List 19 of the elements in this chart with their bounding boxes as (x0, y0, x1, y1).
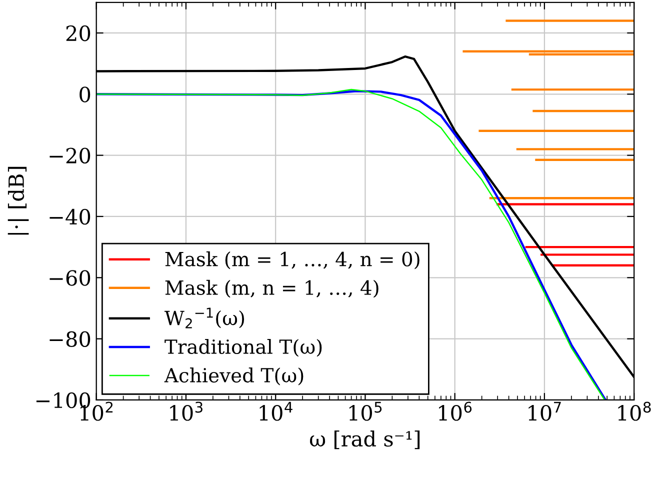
y-tick-label: −60 (50, 270, 90, 286)
y-tick-label: −20 (50, 148, 90, 164)
x-tick-label: 10$^{8}$ (618, 402, 651, 421)
x-axis-title: ω [rad s⁻¹] (310, 430, 420, 450)
x-tick-label: 10$^{3}$ (170, 402, 202, 421)
legend-label: Mask (m, n = 1, …, 4) (165, 280, 378, 298)
x-tick-label: 10$^{4}$ (260, 402, 292, 421)
y-tick-label: 20 (66, 25, 90, 42)
y-axis-title: |·| [dB] (8, 166, 29, 235)
y-tick-label: 0 (80, 86, 90, 102)
legend-label: Achieved T(ω) (164, 368, 304, 386)
y-tick-label: −80 (50, 331, 90, 348)
y-tick-label: −40 (50, 208, 90, 225)
x-tick-label: 10$^{7}$ (528, 402, 561, 421)
legend-label: Traditional T(ω) (164, 338, 322, 357)
legend-label: W$_{2}$$^{−1}$(ω) (164, 308, 244, 328)
legend-label: Mask (m = 1, …, 4, n = 0) (165, 251, 420, 270)
x-tick-label: 10$^{5}$ (349, 402, 382, 421)
x-tick-label: 10$^{6}$ (439, 402, 472, 421)
